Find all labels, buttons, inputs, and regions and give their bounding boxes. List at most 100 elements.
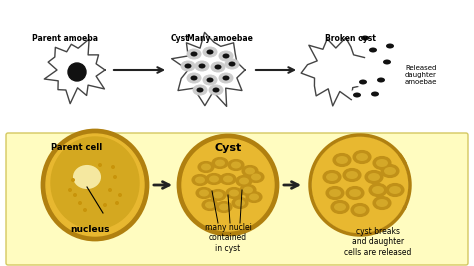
Ellipse shape [386, 44, 394, 48]
Circle shape [113, 175, 117, 179]
Ellipse shape [195, 177, 205, 184]
Ellipse shape [365, 45, 381, 55]
Text: Released
daughter
amoebae: Released daughter amoebae [405, 65, 438, 85]
Ellipse shape [383, 60, 391, 64]
Ellipse shape [372, 186, 384, 194]
Ellipse shape [199, 189, 209, 197]
Ellipse shape [386, 184, 404, 197]
Ellipse shape [346, 171, 358, 179]
Ellipse shape [215, 160, 225, 167]
Ellipse shape [192, 174, 208, 185]
Ellipse shape [207, 49, 213, 55]
Circle shape [115, 201, 119, 205]
Text: Parent amoeba: Parent amoeba [32, 34, 98, 43]
Ellipse shape [323, 171, 341, 184]
Ellipse shape [74, 166, 100, 188]
Ellipse shape [361, 35, 369, 40]
Circle shape [83, 208, 87, 212]
Ellipse shape [215, 64, 221, 69]
Ellipse shape [354, 206, 366, 214]
Ellipse shape [236, 176, 252, 186]
Text: Broken cyst: Broken cyst [325, 34, 375, 43]
Ellipse shape [381, 164, 399, 177]
Ellipse shape [356, 153, 368, 161]
Ellipse shape [353, 93, 361, 98]
Ellipse shape [51, 137, 139, 229]
Ellipse shape [349, 189, 361, 197]
Ellipse shape [228, 160, 244, 171]
Ellipse shape [42, 130, 148, 240]
Ellipse shape [191, 76, 198, 81]
Ellipse shape [240, 185, 256, 196]
Ellipse shape [326, 186, 344, 200]
Ellipse shape [351, 203, 369, 217]
Text: nucleus: nucleus [70, 225, 110, 234]
Polygon shape [172, 32, 245, 106]
Ellipse shape [195, 61, 209, 71]
Circle shape [73, 193, 77, 197]
Ellipse shape [376, 159, 388, 167]
Ellipse shape [376, 199, 388, 207]
Ellipse shape [251, 173, 261, 181]
Ellipse shape [245, 168, 255, 174]
Ellipse shape [210, 189, 226, 201]
Ellipse shape [184, 64, 191, 69]
Ellipse shape [329, 189, 341, 197]
Ellipse shape [46, 134, 144, 236]
Circle shape [68, 188, 72, 192]
Circle shape [118, 193, 122, 197]
Ellipse shape [383, 41, 398, 51]
Circle shape [182, 139, 274, 231]
Circle shape [108, 188, 112, 192]
Text: Cyst: Cyst [171, 34, 190, 43]
FancyBboxPatch shape [6, 133, 468, 265]
Ellipse shape [187, 73, 201, 83]
Ellipse shape [196, 188, 212, 198]
Ellipse shape [235, 200, 245, 206]
Circle shape [178, 135, 278, 235]
Ellipse shape [331, 201, 349, 214]
Ellipse shape [343, 168, 361, 181]
Ellipse shape [374, 75, 389, 85]
Circle shape [111, 165, 115, 169]
Circle shape [71, 178, 75, 182]
Ellipse shape [359, 80, 367, 85]
Ellipse shape [199, 64, 206, 69]
Ellipse shape [216, 202, 232, 213]
Ellipse shape [225, 59, 239, 69]
Ellipse shape [356, 77, 371, 87]
Ellipse shape [203, 47, 217, 57]
Ellipse shape [371, 92, 379, 97]
Ellipse shape [203, 75, 217, 85]
Circle shape [68, 63, 86, 81]
Ellipse shape [243, 186, 253, 193]
Text: Cyst: Cyst [214, 143, 242, 153]
Ellipse shape [219, 51, 233, 61]
Ellipse shape [336, 156, 348, 164]
Ellipse shape [380, 57, 394, 67]
Ellipse shape [222, 53, 229, 59]
Ellipse shape [207, 77, 213, 82]
Ellipse shape [213, 192, 223, 198]
Ellipse shape [334, 203, 346, 211]
Polygon shape [44, 39, 105, 104]
Ellipse shape [205, 202, 215, 209]
Ellipse shape [369, 48, 377, 52]
Circle shape [98, 163, 102, 167]
Ellipse shape [219, 203, 229, 210]
Circle shape [312, 137, 408, 233]
Ellipse shape [369, 184, 387, 197]
Ellipse shape [220, 173, 236, 185]
Ellipse shape [231, 161, 241, 168]
Ellipse shape [209, 85, 223, 95]
Ellipse shape [357, 33, 373, 43]
Ellipse shape [206, 173, 222, 185]
Ellipse shape [232, 197, 248, 209]
Ellipse shape [229, 189, 239, 197]
Ellipse shape [226, 188, 242, 198]
Ellipse shape [201, 164, 211, 171]
Ellipse shape [326, 173, 338, 181]
Ellipse shape [181, 61, 195, 71]
Ellipse shape [197, 88, 203, 93]
Ellipse shape [373, 156, 391, 169]
